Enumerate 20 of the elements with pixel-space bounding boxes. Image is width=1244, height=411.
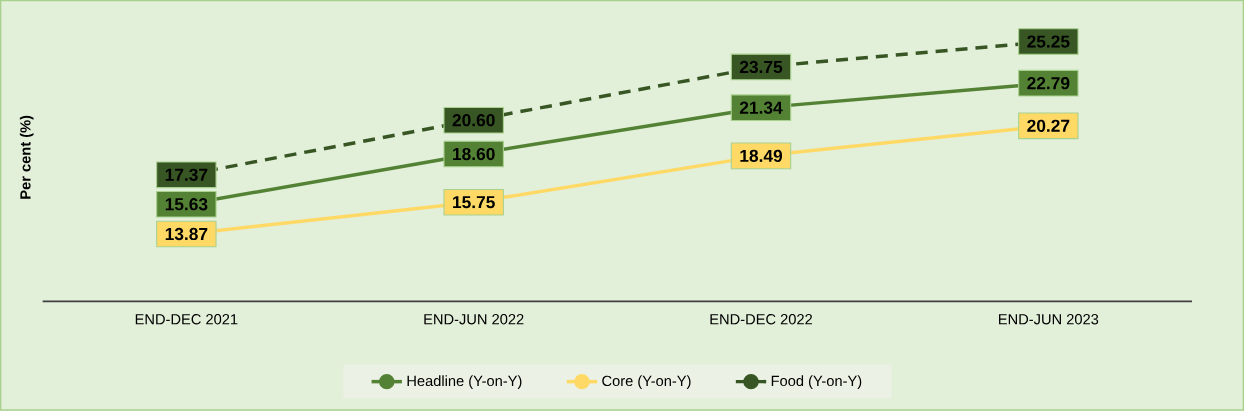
legend-label: Core (Y-on-Y) bbox=[602, 375, 691, 390]
legend-label: Food (Y-on-Y) bbox=[771, 375, 862, 390]
legend-label: Headline (Y-on-Y) bbox=[407, 375, 522, 390]
data-label: 17.37 bbox=[165, 168, 208, 182]
data-label: 13.87 bbox=[165, 228, 208, 241]
data-label: 23.75 bbox=[739, 60, 783, 74]
x-tick-label: END-DEC 2022 bbox=[710, 314, 812, 325]
data-label: 22.79 bbox=[1027, 77, 1070, 90]
y-axis-title: Per cent (%) bbox=[19, 115, 34, 199]
data-label: 20.60 bbox=[452, 114, 495, 127]
x-tick-label: END-JUN 2022 bbox=[424, 314, 524, 325]
data-label: 15.63 bbox=[165, 198, 208, 211]
data-label: 25.25 bbox=[1027, 35, 1070, 48]
data-label: 15.75 bbox=[453, 196, 495, 209]
data-label: 18.49 bbox=[740, 149, 783, 163]
x-tick-label: END-JUN 2023 bbox=[999, 314, 1099, 325]
data-label: 18.60 bbox=[453, 148, 495, 161]
data-label: 21.34 bbox=[739, 101, 783, 115]
x-tick-label: END-DEC 2021 bbox=[135, 314, 238, 325]
data-label: 20.27 bbox=[1027, 119, 1070, 133]
